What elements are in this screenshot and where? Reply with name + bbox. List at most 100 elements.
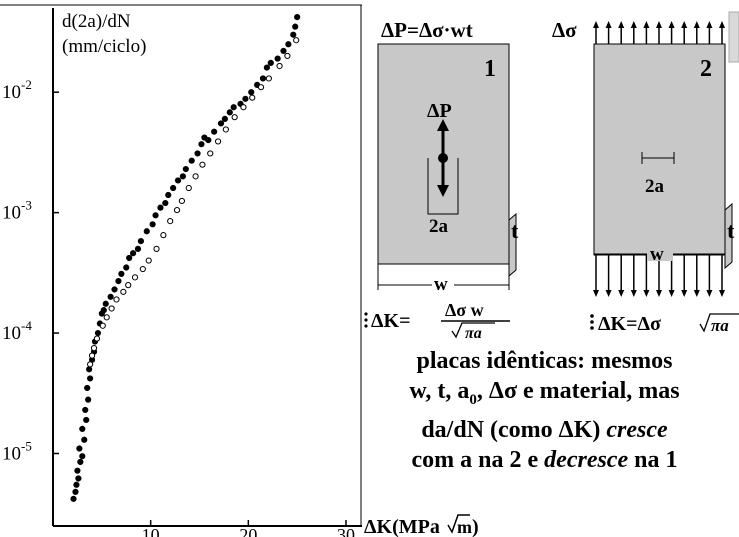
plate-2-thickness-edge [724,202,733,270]
stress-arrowhead-up [668,21,675,28]
stress-arrowhead-down [668,290,675,297]
data-point-filled [107,293,114,300]
data-point-filled [126,254,133,262]
x-tick-label: 10 [142,525,160,537]
plate-1-crack-label: 2a [429,216,449,237]
stress-arrowhead-down [656,290,662,297]
x-tick-label: 20 [239,525,257,537]
data-point-open [222,126,229,133]
stress-arrowhead-up [656,21,662,28]
stress-arrowhead-down [605,290,612,297]
stress-arrowhead-down [681,290,688,297]
data-point-filled [174,177,182,184]
data-point-open [103,314,110,321]
plate-2-crack-label: 2a [645,176,665,197]
x-axis-label-sqrt-sign [447,514,470,534]
data-point-filled [111,286,118,293]
data-point-open [276,62,283,70]
stress-arrowhead-down [719,290,725,297]
data-point-open [153,245,160,252]
data-point-open [240,104,247,111]
data-point-filled [123,264,130,271]
data-point-filled [77,458,84,466]
data-point-filled [137,238,144,245]
stress-arrowhead-up [618,21,625,28]
data-point-filled [100,307,107,314]
plate-2-stress-label: Δσ [552,18,577,42]
data-point-filled [290,31,297,38]
plate-2-number: 2 [700,56,712,82]
data-point-filled [285,41,292,48]
plate-2-top-stress-arrows [593,21,725,44]
plate-1-load-arrowhead-up [437,119,449,131]
caption-line-1: placas idênticas: mesmos [416,348,673,374]
stress-arrowhead-up [693,21,700,28]
data-point-filled [143,228,150,235]
stress-arrowhead-down [593,290,599,297]
data-point-filled [70,495,77,502]
caption-line-3-pre: da/dN (como ΔK) [421,416,607,443]
data-point-filled [259,75,267,82]
stress-arrowhead-up [719,21,725,28]
data-point-open [99,322,106,329]
data-point-open [192,173,199,180]
y-tick-label: 10-4 [2,318,32,344]
data-point-filled [118,270,125,277]
data-point-open [88,352,96,359]
plate-2-k-formula: ΔK=Δσ πa [590,313,739,335]
stress-arrowhead-up [630,21,637,28]
plate-1-width-label: w [434,274,448,295]
caption-line-3-em: cresce [606,416,668,443]
data-point-filled [263,64,270,71]
data-point-filled [79,453,86,460]
data-point-filled [75,475,82,482]
data-point-filled [211,128,218,135]
formula-1-bullet-dot [364,312,368,316]
plate-1: ΔP=Δσ·wt 1 ΔP 2a t w ΔK= Δσ w [364,18,519,342]
plate-2-width-label-bg [647,245,673,261]
plate-1-load-pin [438,153,448,163]
data-point-filled [230,104,237,111]
plate-1-k-sqrt-sign [451,322,495,339]
plate-1-load-formula: ΔP=Δσ·wt [381,18,473,42]
data-point-filled [198,141,205,148]
stress-arrowhead-up [706,21,713,28]
data-point-filled [76,445,83,452]
data-point-open [265,75,272,82]
caption-line-2-sub: 0 [469,391,477,408]
data-point-open [145,257,152,264]
plate-1-width-label-bg [432,276,454,292]
chart-axes [0,4,362,527]
stress-arrowhead-down [643,290,650,297]
caption-line-4-post: na 1 [628,446,678,473]
data-point-open [93,335,101,342]
data-point-open [231,114,238,121]
plate-1-load-arrowhead-down [437,185,449,197]
stress-arrowhead-up [605,21,612,28]
stress-arrowhead-up [593,21,599,28]
y-axis-label-line2: (mm/ciclo) [62,36,146,57]
caption-line-2-pre: w, t, a [409,378,470,404]
caption-line-2-post: , Δσ e material, mas [476,378,680,404]
data-point-filled [217,120,225,127]
data-point-filled [280,47,287,55]
x-axis-label-close: ) [472,516,479,537]
y-axis-label-line1: d(2a)/dN [62,11,131,32]
caption-line-2: w, t, a0, Δσ e material, mas [350,376,739,415]
scrollbar-thumb[interactable] [728,11,739,63]
data-point-filled [292,23,299,30]
data-point-filled [205,137,212,144]
data-point-open [87,361,94,368]
data-point-filled [84,384,91,392]
data-point-open [167,218,174,225]
data-point-filled [102,300,109,307]
x-axis-label: ΔK(MPa m ) [364,514,479,537]
data-point-open [249,94,256,101]
chart-points [70,14,301,502]
plate-1-thickness-label: t [511,218,519,243]
formula-2-bullet-dot [590,320,594,324]
data-point-open [178,197,186,205]
data-point-filled [83,416,90,424]
